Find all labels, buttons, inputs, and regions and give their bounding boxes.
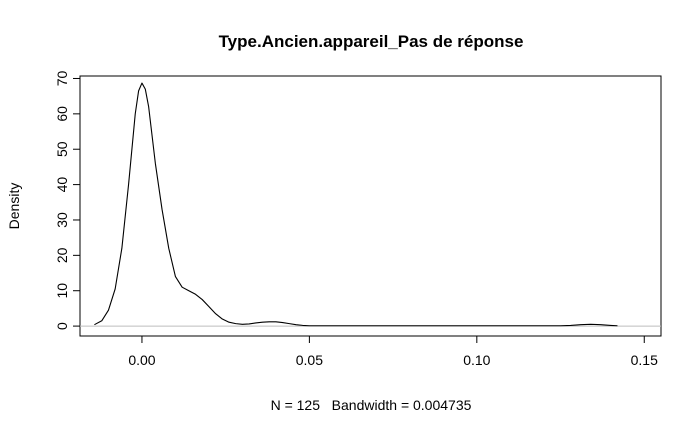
x-tick-label: 0.05 [296,352,323,368]
y-axis: 0 10 20 30 40 50 60 70 [54,70,81,330]
x-axis: 0.00 0.05 0.10 0.15 [128,335,658,368]
plot-frame [79,75,662,337]
x-tick-label: 0.15 [631,352,658,368]
y-tick-label: 50 [54,141,70,157]
y-axis-label: Density [6,183,22,230]
y-tick-label: 0 [54,322,70,330]
y-tick-label: 20 [54,247,70,263]
y-tick-label: 30 [54,212,70,228]
x-axis-label: N = 125 Bandwidth = 0.004735 [271,397,472,413]
x-tick-label: 0.00 [128,352,155,368]
series-group [94,82,618,327]
density-curve [94,82,618,327]
y-tick-label: 60 [54,106,70,122]
x-tick-label: 0.10 [463,352,490,368]
chart-title: Type.Ancien.appareil_Pas de réponse [219,32,524,51]
y-tick-label: 40 [54,177,70,193]
y-tick-label: 70 [54,70,70,86]
y-tick-label: 10 [54,283,70,299]
